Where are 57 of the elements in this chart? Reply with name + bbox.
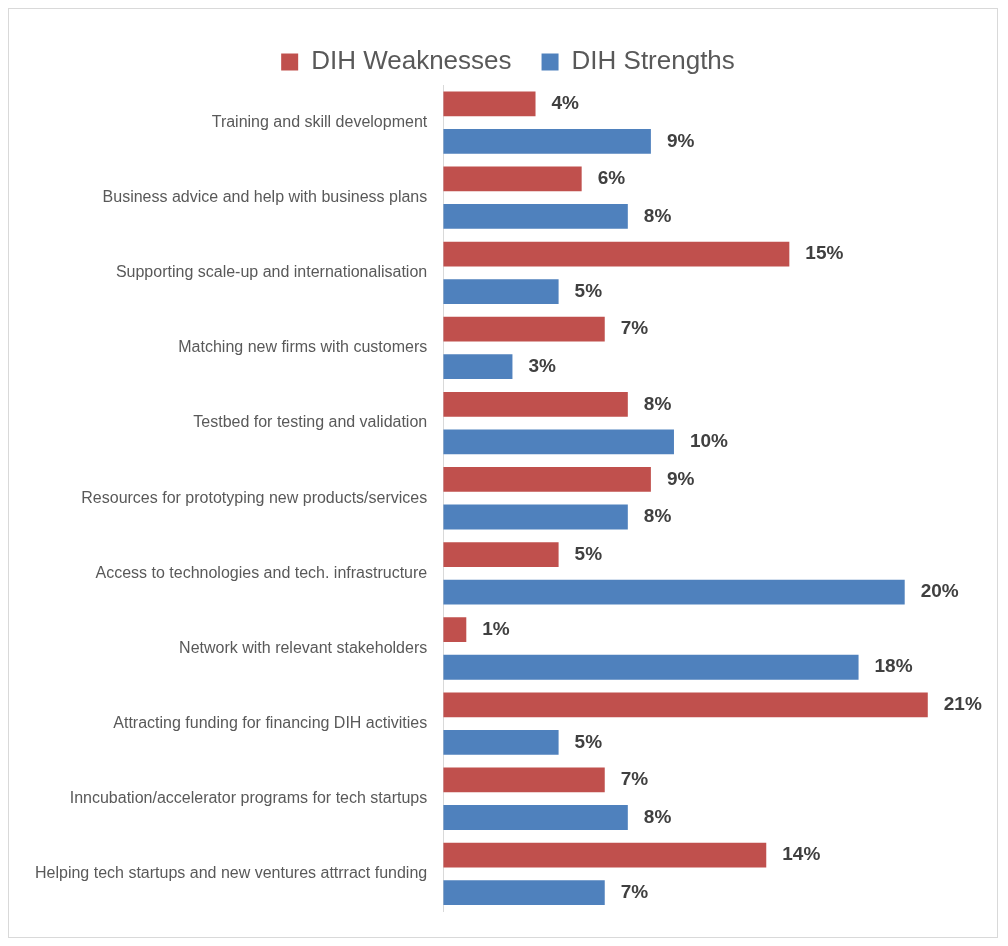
bar (443, 579, 905, 605)
y-tick-label: Network with relevant stakeholders (179, 638, 428, 656)
bar (443, 617, 467, 643)
y-tick-label: Testbed for testing and validation (193, 413, 428, 431)
data-label: 18% (874, 655, 913, 677)
bar (443, 842, 767, 868)
bar (443, 279, 559, 304)
data-label: 21% (943, 693, 982, 715)
y-tick-label: Supporting scale-up and internationalisation (115, 263, 428, 281)
data-label: 7% (620, 768, 649, 790)
data-label: 8% (643, 204, 672, 226)
bar (443, 729, 559, 755)
y-tick-label: Inncubation/accelerator programs for tech startups (69, 789, 428, 807)
y-tick-label: Matching new firms with customers (178, 338, 428, 356)
legend-label: DIH Weaknesses (311, 45, 512, 76)
bar (443, 880, 605, 906)
bar (443, 354, 513, 380)
data-label: 8% (643, 392, 672, 414)
data-label: 5% (574, 730, 603, 752)
y-tick-label: Training and skill development (211, 112, 428, 130)
bar (443, 542, 559, 567)
bar (443, 429, 674, 455)
data-label: 7% (620, 317, 649, 339)
bar (443, 504, 628, 530)
data-label: 8% (643, 505, 672, 527)
data-label: 6% (597, 167, 626, 189)
data-label: 10% (689, 430, 729, 452)
data-label: 5% (574, 279, 603, 301)
y-tick-label: Access to technologies and tech. infrastructure (95, 563, 428, 581)
legend-label: DIH Strengths (571, 45, 735, 76)
bar (443, 767, 605, 793)
bar (443, 241, 790, 267)
data-label: 15% (805, 242, 844, 264)
bar (443, 692, 928, 718)
y-tick-label: Resources for prototyping new products/services (81, 488, 428, 506)
data-label: 8% (643, 805, 672, 827)
bar (443, 166, 582, 192)
data-label: 20% (920, 580, 959, 602)
data-label: 4% (551, 92, 580, 114)
y-tick-label: Attracting funding for financing DIH activities (113, 713, 428, 731)
data-label: 3% (528, 354, 557, 376)
data-label: 14% (782, 843, 821, 865)
data-label: 9% (666, 467, 695, 489)
bar (443, 91, 536, 117)
y-tick-label: Helping tech startups and new ventures attrract funding (34, 864, 428, 882)
bar (443, 204, 628, 229)
data-label: 7% (620, 880, 649, 902)
data-label: 5% (574, 542, 603, 564)
y-tick-label: Business advice and help with business plans (102, 188, 428, 206)
bar (443, 391, 628, 417)
bar (443, 316, 605, 342)
bar (443, 805, 628, 830)
bar (443, 128, 651, 154)
data-label: 1% (482, 617, 510, 639)
bar (443, 654, 859, 680)
data-label: 9% (666, 129, 695, 151)
bar (443, 467, 651, 492)
